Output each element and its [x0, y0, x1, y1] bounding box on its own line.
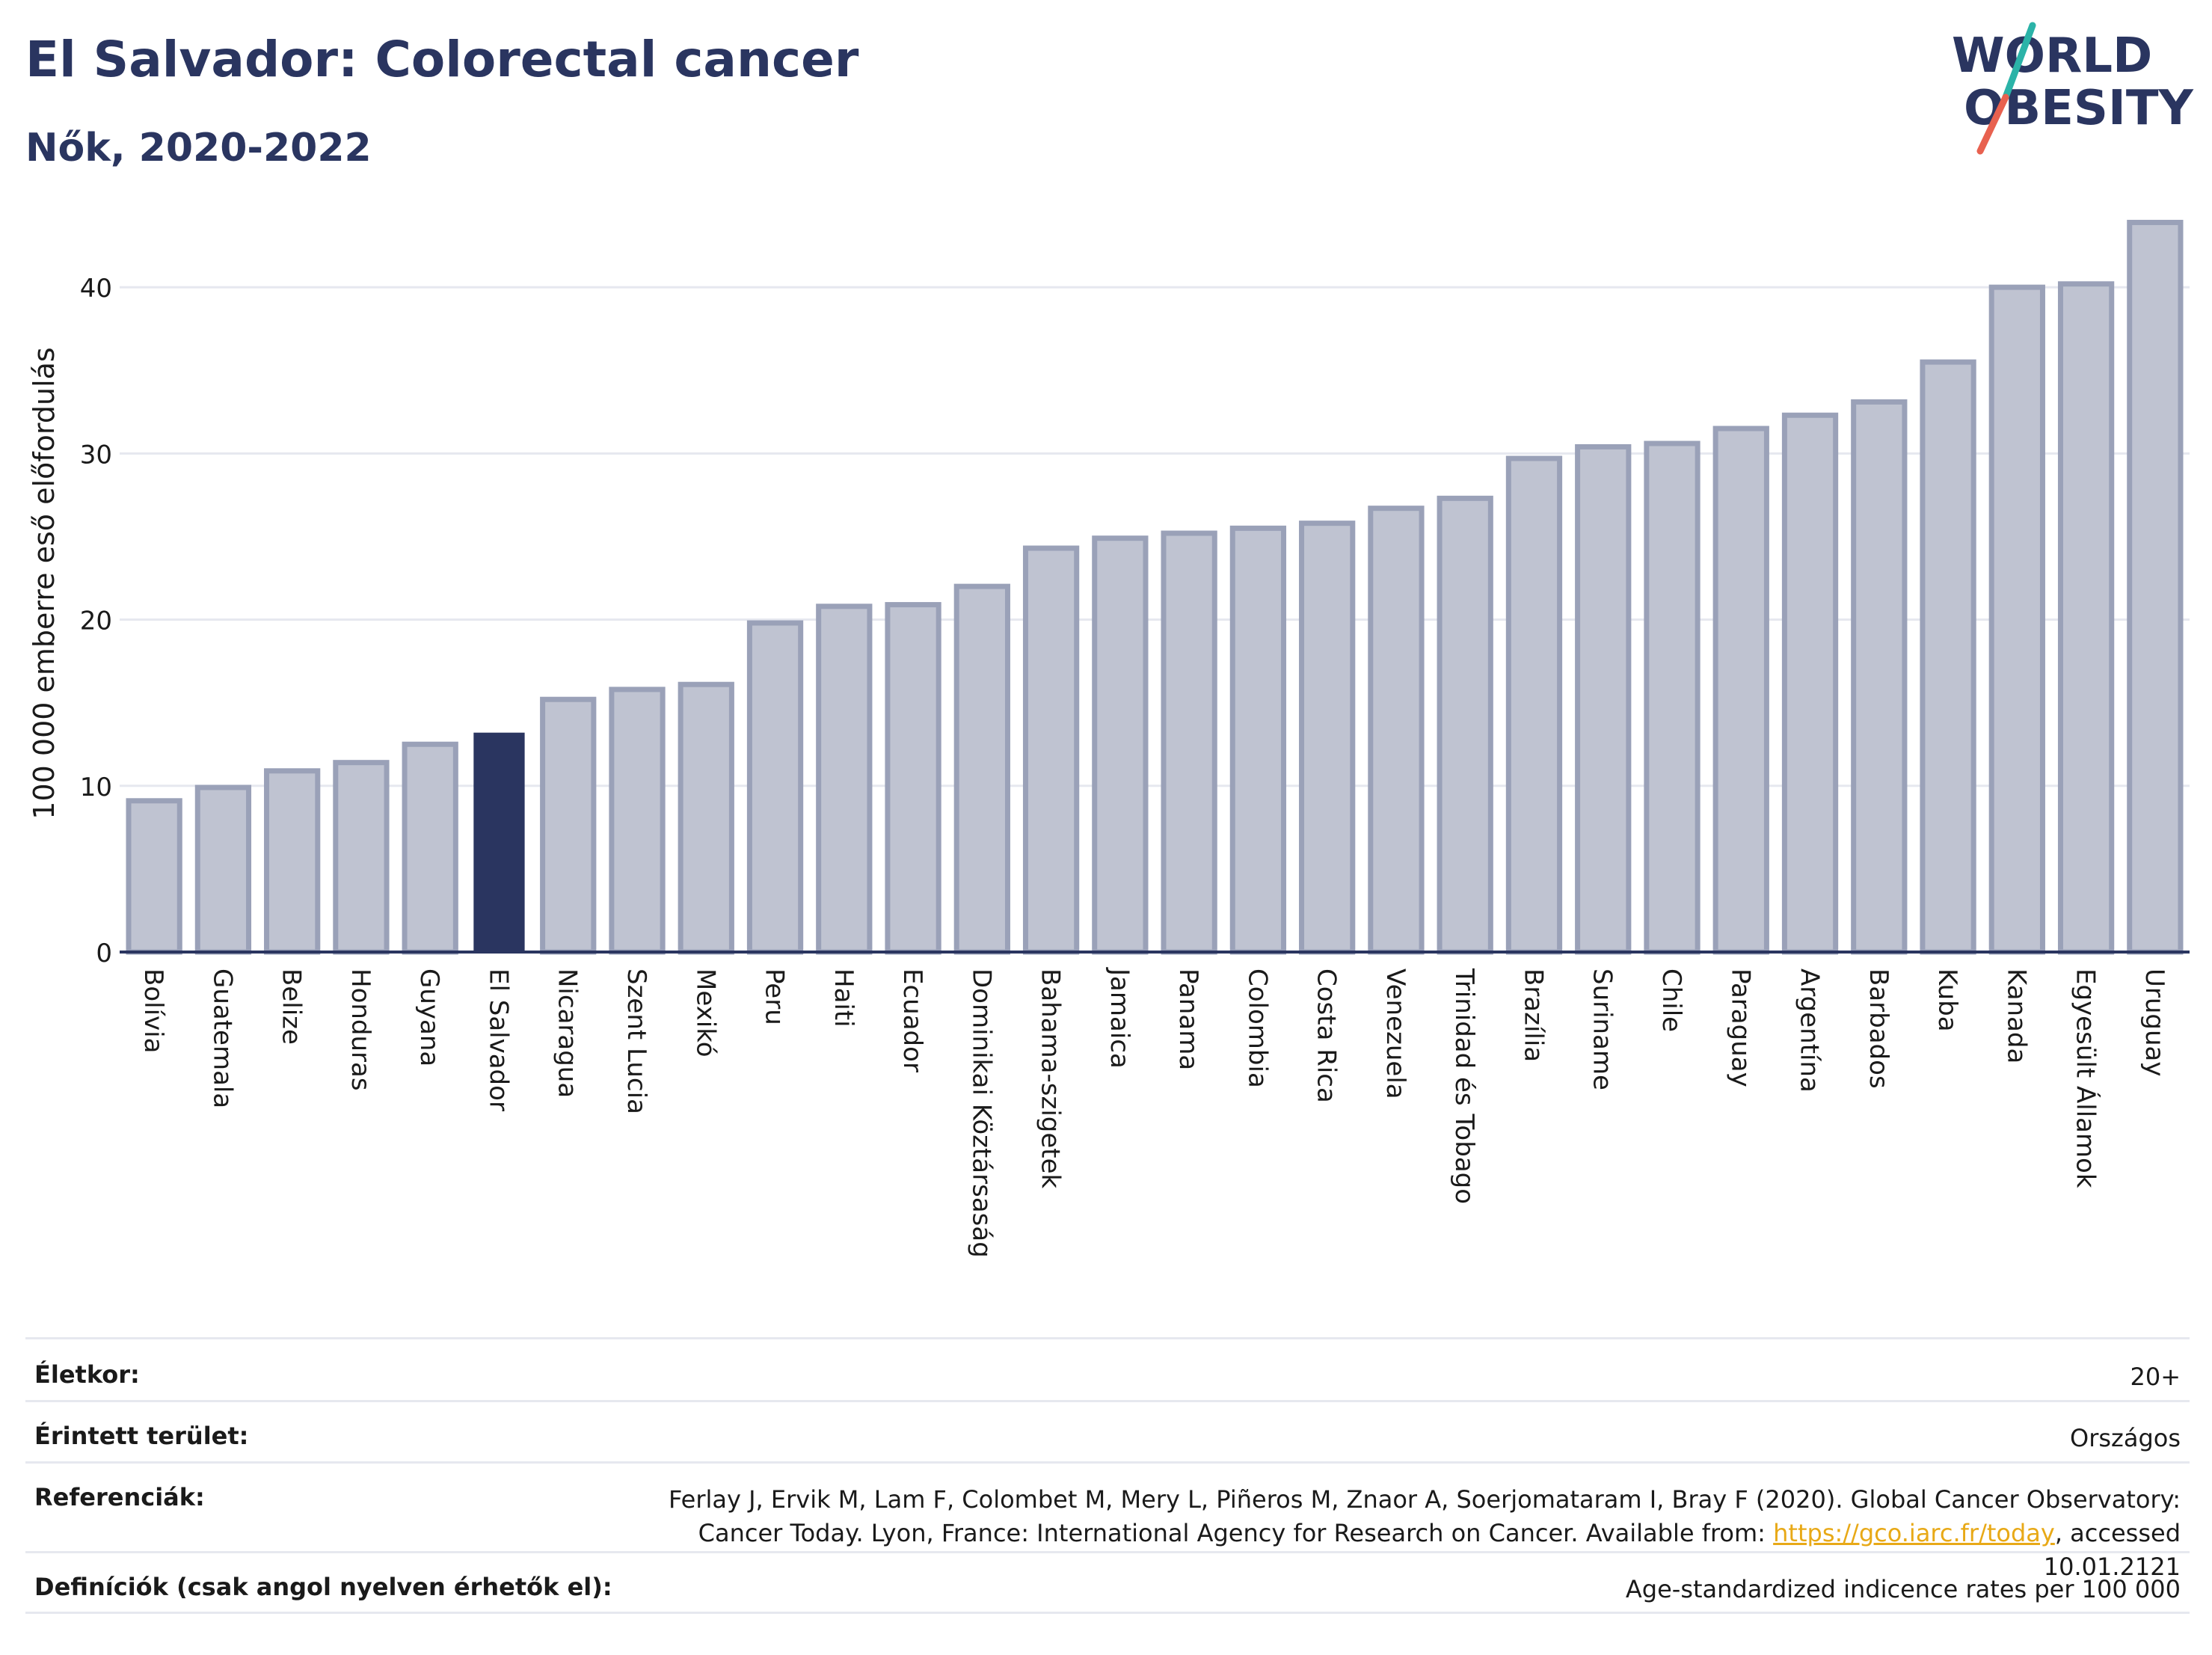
bar: [1644, 440, 1701, 955]
bar: [540, 696, 597, 955]
x-axis-tick-labels: Bolívia Guatemala Belize Honduras Guyana El S…: [138, 967, 2169, 1258]
bar-chart: 0 10 20 30 40 100 000 emberre eső előfordulá…: [28, 219, 2190, 1258]
x-tick-label: Honduras: [345, 968, 375, 1091]
bar: [1368, 506, 1425, 955]
area-value: Országos: [2070, 1424, 2181, 1452]
x-tick-label: Suriname: [1588, 968, 1617, 1090]
x-tick-label: Egyesült Államok: [2071, 968, 2101, 1188]
footer-row-references: Referenciák: Ferlay J, Ervik M, Lam F, C…: [25, 1461, 2190, 1581]
bar: [333, 760, 390, 955]
x-tick-label: Jamaica: [1105, 967, 1134, 1069]
y-tick-label: 30: [80, 440, 112, 470]
bar: [402, 741, 458, 955]
bar: [1161, 530, 1217, 955]
bar: [2057, 281, 2115, 955]
x-tick-label: Colombia: [1242, 968, 1272, 1088]
footer-row-area: Érintett terület: Országos: [25, 1400, 2190, 1461]
references-text: Ferlay J, Ervik M, Lam F, Colombet M, Me…: [580, 1483, 2181, 1583]
x-tick-label: Argentína: [1795, 968, 1825, 1093]
bar: [2127, 219, 2184, 955]
bar: [1781, 412, 1839, 955]
x-tick-label: Nicaragua: [553, 968, 583, 1098]
x-tick-label: Barbados: [1864, 968, 1893, 1089]
bar: [194, 784, 252, 955]
y-axis-ticks: 0 10 20 30 40: [80, 274, 112, 968]
references-text-part2: , accessed 10.01.2121: [2043, 1518, 2181, 1581]
logo-slash-red: [1976, 93, 2009, 155]
references-link[interactable]: https://gco.iarc.fr/today: [1773, 1518, 2055, 1547]
bar: [816, 604, 873, 955]
bar: [678, 681, 734, 955]
logo-slash-teal: [2002, 22, 2036, 101]
age-label: Életkor:: [34, 1360, 140, 1389]
chart-footer: Életkor: 20+ Érintett terület: Országos …: [25, 1337, 2190, 1614]
bar: [1712, 426, 1769, 955]
chart-title: El Salvador: Colorectal cancer: [25, 31, 859, 88]
bar: [609, 687, 666, 955]
x-tick-label: Dominikai Köztársaság: [966, 968, 996, 1258]
x-tick-label: Kuba: [1932, 968, 1962, 1032]
x-tick-label: Venezuela: [1380, 968, 1410, 1099]
bar: [1988, 284, 2045, 955]
bar: [1229, 525, 1287, 955]
x-tick-label: Peru: [760, 968, 790, 1025]
x-tick-label: Kanada: [2001, 968, 2031, 1063]
x-tick-label: Paraguay: [1725, 968, 1755, 1087]
references-text-part1: Ferlay J, Ervik M, Lam F, Colombet M, Me…: [669, 1485, 2181, 1547]
bar: [1437, 495, 1493, 955]
footer-row-age: Életkor: 20+: [25, 1337, 2190, 1400]
x-tick-label: Costa Rica: [1312, 968, 1342, 1103]
bar: [1505, 455, 1563, 955]
x-tick-label: Bahama-szigetek: [1036, 968, 1066, 1189]
y-axis-label: 100 000 emberre eső előfordulás: [28, 347, 61, 819]
bar: [126, 798, 182, 955]
y-tick-label: 0: [96, 939, 112, 968]
x-tick-label: Belize: [277, 968, 307, 1045]
y-tick-label: 10: [80, 773, 112, 802]
x-tick-label: Mexikó: [690, 968, 720, 1057]
x-tick-label: Guatemala: [207, 968, 237, 1108]
x-tick-label: Szent Lucia: [621, 968, 651, 1114]
bar: [1092, 535, 1149, 955]
x-tick-label: Panama: [1173, 968, 1203, 1070]
bar: [953, 583, 1010, 955]
bar: [1851, 399, 1908, 955]
x-tick-label: Ecuador: [897, 968, 927, 1072]
bar-highlighted: [473, 732, 525, 952]
x-tick-label: Bolívia: [138, 968, 168, 1053]
area-label: Érintett terület:: [34, 1422, 249, 1450]
references-label: Referenciák:: [34, 1483, 205, 1511]
bar: [1299, 521, 1356, 955]
logo-text-world: WORLD: [1952, 28, 2152, 84]
definitions-value: Age-standardized indicence rates per 100…: [1625, 1575, 2181, 1603]
bar: [885, 602, 941, 955]
x-tick-label: Guyana: [414, 968, 444, 1066]
x-tick-label: El Salvador: [483, 968, 513, 1111]
bar: [746, 620, 804, 955]
chart-subtitle: Nők, 2020-2022: [25, 126, 372, 171]
world-obesity-logo: WORLD OBESITY: [1952, 22, 2193, 155]
x-tick-label: Brazília: [1518, 968, 1548, 1062]
definitions-label: Definíciók (csak angol nyelven érhetők e…: [34, 1573, 612, 1601]
x-tick-label: Chile: [1656, 968, 1686, 1032]
bar: [1022, 545, 1080, 955]
x-tick-label: Trinidad és Tobago: [1449, 968, 1479, 1204]
age-value: 20+: [2130, 1363, 2181, 1391]
bar: [264, 768, 321, 955]
y-tick-label: 20: [80, 607, 112, 636]
bar: [1920, 359, 1976, 955]
bars: [126, 219, 2184, 955]
bar: [1575, 443, 1632, 955]
gridlines: [120, 286, 2190, 787]
y-tick-label: 40: [80, 274, 112, 304]
x-tick-label: Uruguay: [2139, 968, 2169, 1077]
x-tick-label: Haiti: [829, 968, 858, 1028]
footer-row-definitions: Definíciók (csak angol nyelven érhetők e…: [25, 1551, 2190, 1614]
